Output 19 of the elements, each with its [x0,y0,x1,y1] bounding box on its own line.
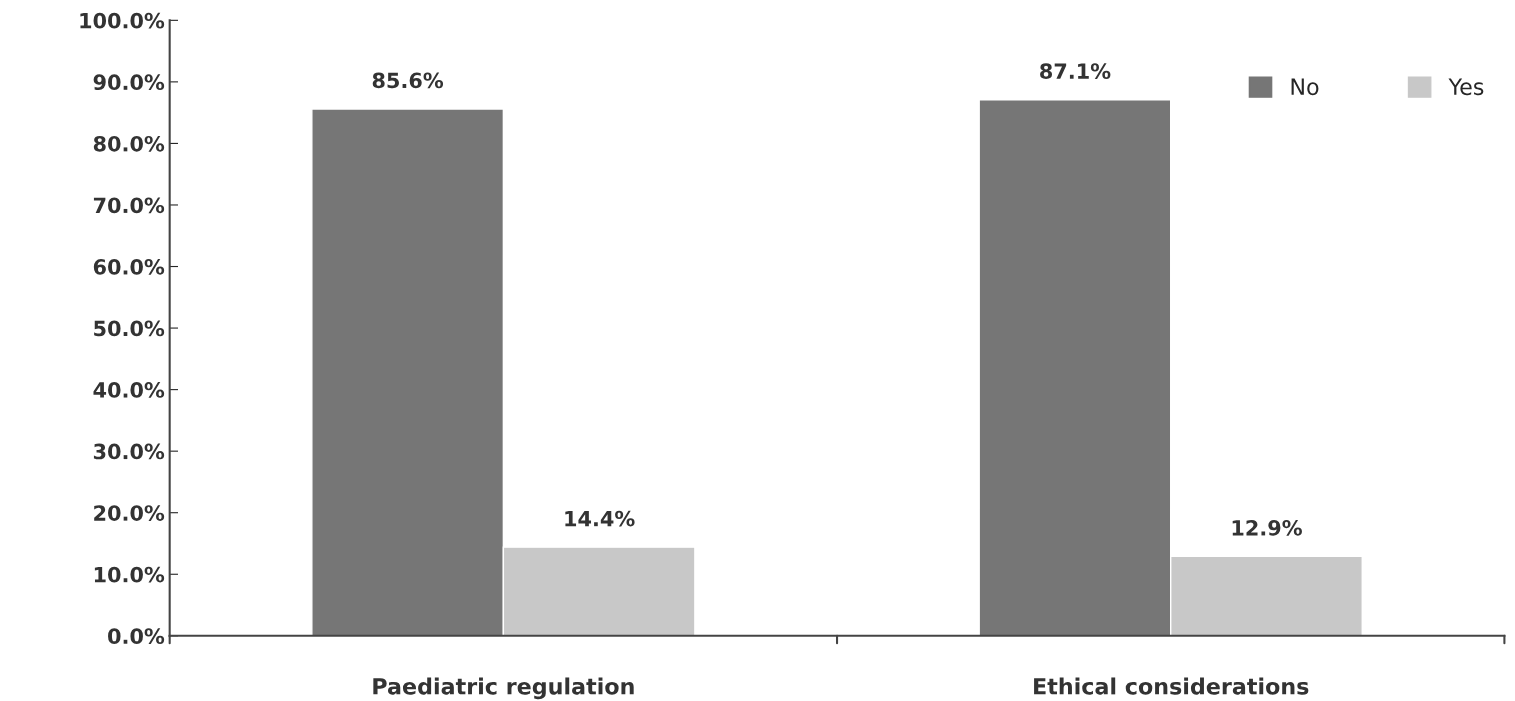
y-tick-label: 40.0% [93,382,165,398]
data-label: 87.1% [1040,63,1111,80]
y-tick-label: 20.0% [94,505,165,521]
legend-label: Yes [1448,78,1484,96]
legend-label: No [1291,78,1319,96]
y-tick-label: 90.0% [93,74,165,91]
data-label: 14.4% [565,510,635,527]
y-tick-label: 80.0% [93,135,165,152]
y-tick-label: 0.0% [108,628,165,645]
y-tick-label: 70.0% [93,197,165,214]
data-label: 12.9% [1232,519,1302,536]
data-label: 85.6% [372,72,444,89]
x-tick-label: Ethical considerations [1034,677,1309,695]
y-tick-label: 100.0% [80,12,165,29]
x-tick-label: Paediatric regulation [373,677,634,700]
y-tick-label: 10.0% [94,566,165,583]
y-tick-label: 50.0% [94,320,165,337]
y-tick-label: 30.0% [93,443,165,460]
y-tick-label: 60.0% [93,258,165,275]
